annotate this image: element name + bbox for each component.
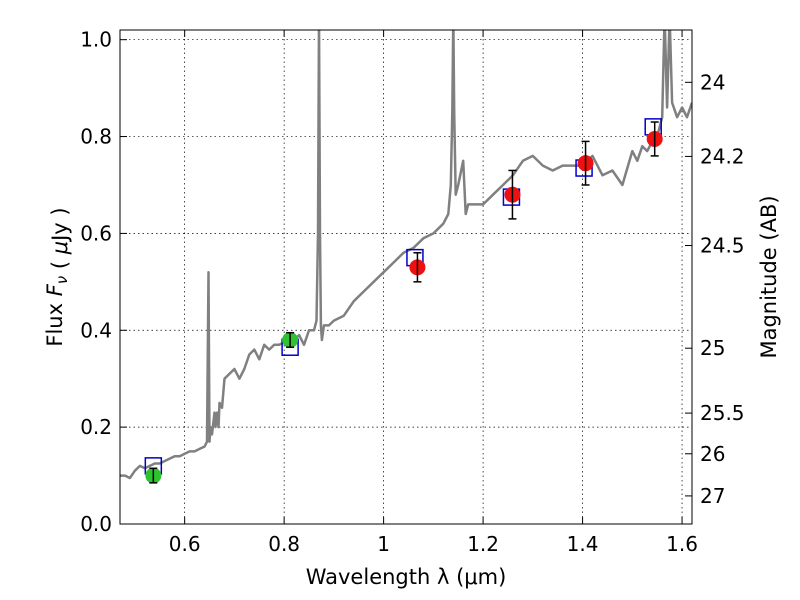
x-axis-ticks: 0.6 0.8 1 1.2 1.4 1.6 — [169, 30, 698, 556]
spectrum-line — [120, 30, 692, 480]
plot-frame — [119, 29, 693, 525]
y-tick-label: 0.0 — [80, 512, 112, 536]
magnitude-tick-label: 24.5 — [700, 234, 745, 258]
x-tick-label: 1.4 — [567, 532, 599, 556]
magnitude-tick-label: 27 — [700, 484, 725, 508]
marker-layer — [144, 118, 663, 484]
magnitude-axis-ticks: 24 24.2 24.5 25 25.5 26 27 — [685, 70, 745, 508]
x-tick-label: 0.8 — [268, 532, 300, 556]
magnitude-tick-label: 26 — [700, 442, 725, 466]
x-tick-label: 0.6 — [169, 532, 201, 556]
x-tick-label: 1.2 — [467, 532, 499, 556]
y-tick-label: 0.4 — [80, 318, 112, 342]
x-tick-label: 1 — [377, 532, 390, 556]
y-axis-ticks: 0.0 0.2 0.4 0.6 0.8 1.0 — [80, 28, 127, 536]
magnitude-axis-title: Magnitude (AB) — [757, 195, 781, 358]
spectrum-layer — [120, 30, 692, 480]
y-tick-label: 0.8 — [80, 125, 112, 149]
y-tick-label: 0.2 — [80, 415, 112, 439]
magnitude-tick-label: 24.2 — [700, 144, 745, 168]
x-axis-title: Wavelength λ (μm) — [306, 565, 507, 589]
magnitude-tick-label: 24 — [700, 70, 725, 94]
x-tick-label: 1.6 — [666, 532, 698, 556]
y-tick-label: 0.6 — [80, 221, 112, 245]
y-axis-title: Flux Fν ( μJy ) — [43, 207, 72, 346]
magnitude-tick-label: 25 — [700, 336, 725, 360]
magnitude-tick-label: 25.5 — [700, 401, 745, 425]
y-tick-label: 1.0 — [80, 28, 112, 52]
